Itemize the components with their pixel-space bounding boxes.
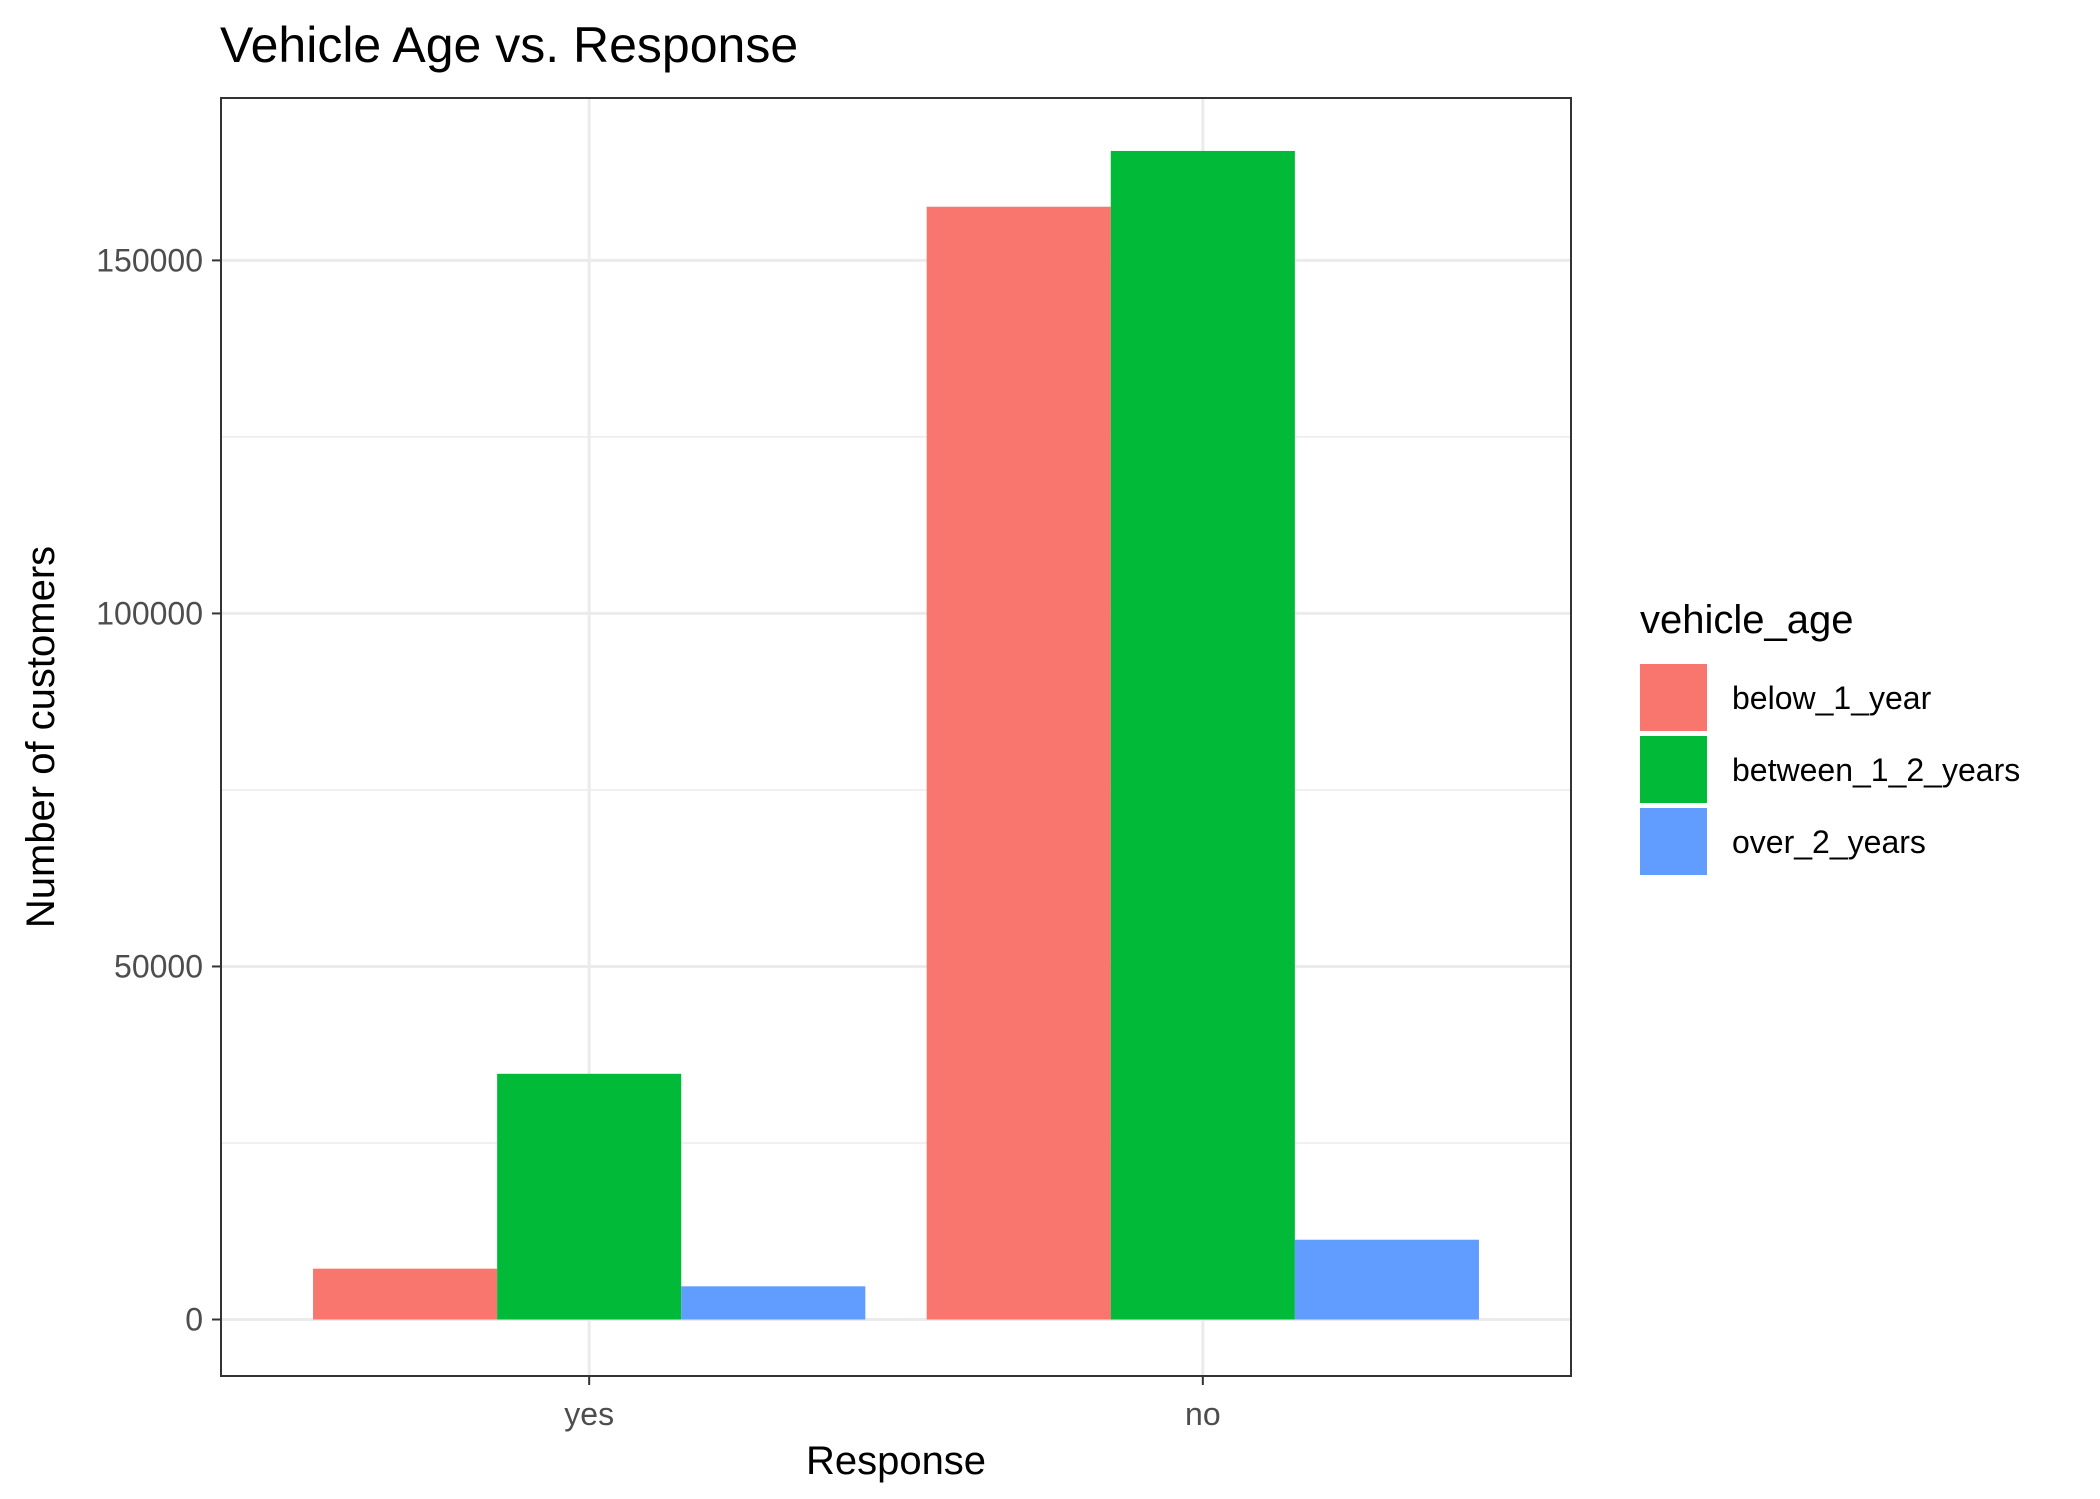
- bar-between_1_2_years-yes: [497, 1073, 682, 1320]
- bar-between_1_2_years-no: [1110, 150, 1295, 1320]
- y-axis-title: Number of customers: [19, 546, 63, 928]
- x-axis-title: Response: [806, 1439, 986, 1483]
- bar-over_2_years-yes: [681, 1286, 866, 1320]
- legend-key-between_1_2_years: [1640, 736, 1707, 803]
- bar-below_1_year-yes: [313, 1268, 498, 1320]
- x-tick-label: no: [1185, 1396, 1221, 1432]
- legend-label-between_1_2_years: between_1_2_years: [1732, 752, 2020, 788]
- bar-over_2_years-no: [1294, 1239, 1479, 1320]
- axes: 0 50000 100000 150000 yes no: [96, 242, 1220, 1432]
- x-tick-label: yes: [564, 1396, 614, 1432]
- legend-label-below_1_year: below_1_year: [1732, 680, 1932, 716]
- y-tick-label: 150000: [96, 242, 203, 278]
- bars: [313, 150, 1479, 1320]
- chart-title: Vehicle Age vs. Response: [220, 17, 798, 73]
- legend-title: vehicle_age: [1640, 598, 1854, 642]
- y-tick-label: 100000: [96, 595, 203, 631]
- legend-key-below_1_year: [1640, 664, 1707, 731]
- legend-key-over_2_years: [1640, 808, 1707, 875]
- legend-label-over_2_years: over_2_years: [1732, 824, 1926, 860]
- panel-border: [220, 97, 1572, 1377]
- y-tick-label: 0: [185, 1302, 203, 1338]
- y-tick-label: 50000: [114, 948, 203, 984]
- legend: vehicle_age below_1_year between_1_2_year…: [1640, 598, 2020, 875]
- bar-below_1_year-no: [926, 206, 1111, 1320]
